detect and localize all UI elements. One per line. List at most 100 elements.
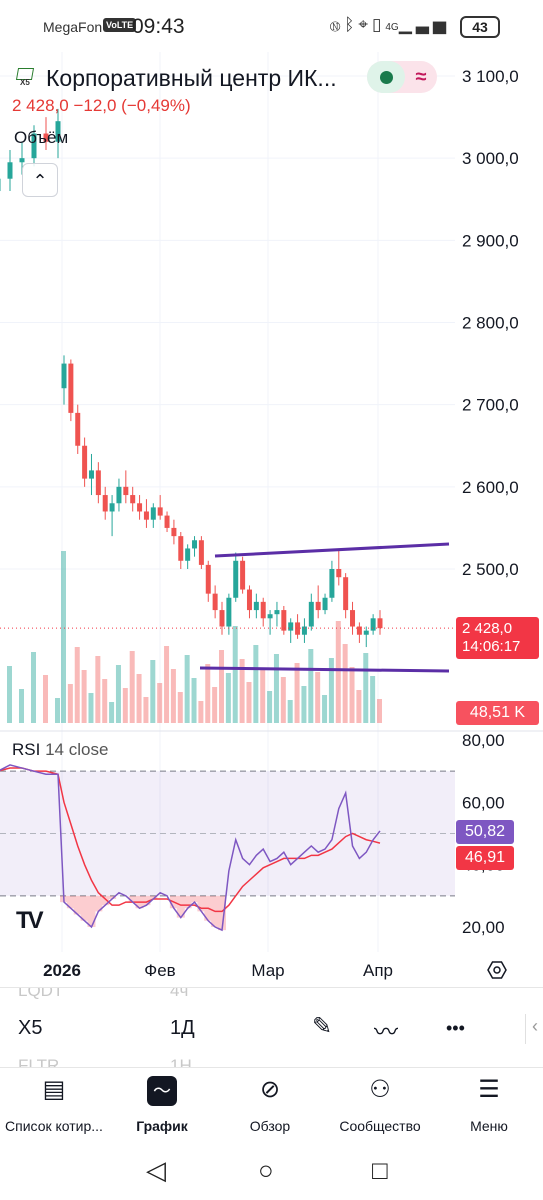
battery-icon: 43 — [460, 16, 500, 38]
nav-chart[interactable]: 〜 График — [108, 1068, 216, 1140]
time-axis-label: Мар — [251, 961, 284, 980]
volume-bar — [205, 664, 211, 723]
candle-body — [233, 560, 239, 598]
candle-body — [274, 610, 280, 615]
candle-body — [55, 121, 61, 142]
chevron-left-icon[interactable]: ‹ — [532, 1016, 538, 1036]
nav-label: Меню — [470, 1118, 508, 1134]
candle-body — [19, 158, 25, 163]
home-icon[interactable]: ○ — [258, 1155, 274, 1185]
more-icon[interactable]: ••• — [446, 1018, 465, 1038]
wave-icon: ≈ — [415, 65, 427, 88]
market-status-pill[interactable]: ≈ — [367, 61, 437, 93]
volume-bar — [43, 675, 48, 723]
volume-bar — [246, 682, 252, 723]
nav-community[interactable]: ⚇ Сообщество — [324, 1068, 436, 1140]
nav-label: Обзор — [249, 1118, 291, 1134]
volume-bar — [19, 689, 24, 723]
candle-body — [212, 593, 218, 611]
candle-body — [31, 133, 37, 159]
candle-body — [267, 614, 273, 619]
candle-body — [88, 470, 94, 479]
price-axis-label: 2 600,0 — [462, 478, 519, 497]
volume-bar — [177, 692, 183, 723]
candle-body — [205, 564, 211, 594]
interval-picker-prev[interactable]: 4ч — [170, 988, 189, 1000]
volume-bar — [363, 653, 369, 723]
candle-body — [240, 560, 246, 590]
nav-label: Список котир... — [5, 1118, 103, 1134]
rsi-value-tag: 50,82 — [456, 820, 514, 844]
upper-trendline — [214, 542, 450, 558]
compass-icon: ⊘ — [259, 1076, 281, 1103]
status-bar: MegaFon VoLTE 09:43 Ⓝᛒ⌖▯4G▁▃▅ 43 — [0, 0, 543, 52]
candle-body — [150, 507, 156, 520]
candle-body — [185, 548, 191, 561]
symbol-picker[interactable]: X5 — [18, 1017, 43, 1039]
volume-bar — [219, 650, 224, 723]
rsi-params: 14 close — [45, 740, 109, 759]
volume-bar — [143, 697, 149, 723]
price-axis-label: 2 800,0 — [462, 314, 519, 333]
nav-overview[interactable]: ⊘ Обзор — [216, 1068, 324, 1140]
price-axis-label: 3 100,0 — [462, 67, 519, 86]
candle-body — [246, 589, 252, 611]
volume-bar — [349, 667, 355, 723]
indicators-icon[interactable]: 〰 — [374, 1019, 398, 1046]
nav-watchlist[interactable]: ▤ Список котир... — [0, 1068, 108, 1140]
volume-bar — [150, 660, 156, 723]
volume-value-tag: 48,51 K — [456, 701, 539, 725]
x5-logo: X5 — [14, 66, 38, 90]
bluetooth-icon: ᛒ — [344, 15, 359, 34]
volume-bar — [232, 626, 238, 723]
interval-picker[interactable]: 1Д — [170, 1017, 195, 1039]
candle-body — [192, 540, 198, 549]
interval-picker-next[interactable]: 1Н — [170, 1056, 192, 1068]
collapse-legend-button[interactable]: ⌃ — [22, 163, 58, 197]
candle-body — [370, 618, 376, 631]
volume-label[interactable]: Объём — [14, 128, 69, 147]
candle-body — [75, 412, 81, 446]
candle-body — [102, 495, 108, 512]
volume-bar — [67, 684, 73, 723]
toolbar-divider — [525, 1014, 526, 1044]
candle-body — [363, 630, 369, 635]
time-axis-label: 2026 — [43, 961, 81, 980]
nav-menu[interactable]: ☰ Меню — [435, 1068, 543, 1140]
volume-bar — [88, 693, 94, 723]
tradingview-logo[interactable]: TV — [16, 907, 44, 934]
symbol-picker-prev[interactable]: LQDT — [18, 988, 64, 1000]
volume-bar — [225, 673, 231, 723]
candle-body — [350, 610, 356, 627]
volume-bar — [61, 551, 66, 723]
recents-icon[interactable]: □ — [372, 1155, 388, 1185]
back-icon[interactable]: ◁ — [146, 1155, 166, 1185]
rsi-legend[interactable]: RSI 14 close — [12, 740, 108, 760]
rsi-name: RSI — [12, 740, 41, 759]
bottom-nav: ▤ Список котир... 〜 График ⊘ Обзор ⚇ Соо… — [0, 1067, 543, 1139]
symbol-title[interactable]: Корпоративный центр ИК... — [46, 64, 337, 91]
symbol-picker-next[interactable]: FLTR — [18, 1056, 60, 1068]
nav-label: Сообщество — [339, 1118, 421, 1134]
rsi-ma-value-tag: 46,91 — [456, 846, 514, 870]
volume-bar — [115, 665, 121, 723]
clock: 09:43 — [132, 15, 185, 38]
candle-body — [123, 486, 129, 496]
status-icons: Ⓝᛒ⌖▯4G▁▃▅ — [330, 15, 450, 35]
chart-settings-icon[interactable] — [487, 961, 507, 979]
volume-bar — [31, 652, 36, 723]
volume-bar — [267, 691, 273, 723]
rsi-ma-line — [0, 767, 381, 913]
time-axis-label: Фев — [144, 961, 175, 980]
volume-bar — [287, 700, 293, 723]
volume-bar — [55, 698, 60, 723]
candle-body — [109, 503, 115, 512]
community-icon: ⚇ — [369, 1076, 391, 1103]
symbol-header[interactable]: X5 Корпоративный центр ИК... — [14, 63, 337, 93]
rsi-line — [0, 764, 381, 932]
candle-body — [308, 601, 314, 627]
candle-body — [315, 601, 321, 611]
pencil-icon[interactable]: ✎ — [312, 1013, 333, 1040]
menu-icon: ☰ — [478, 1076, 500, 1103]
candle-body — [377, 618, 383, 629]
